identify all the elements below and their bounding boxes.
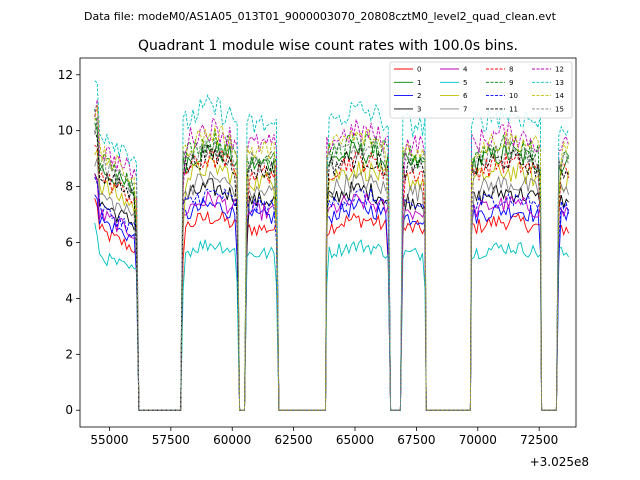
y-tick-label: 0: [65, 403, 73, 417]
x-tick-label: 70000: [459, 433, 497, 447]
legend-label-15: 15: [555, 105, 564, 113]
x-tick-label: 55000: [90, 433, 128, 447]
series-line-10: [94, 176, 570, 411]
legend-label-9: 9: [509, 79, 513, 87]
series-line-11: [94, 130, 569, 411]
y-tick-label: 6: [65, 236, 73, 250]
series-line-4: [94, 173, 569, 411]
legend-label-6: 6: [463, 92, 468, 100]
y-tick-label: 4: [65, 291, 73, 305]
legend-label-11: 11: [509, 105, 518, 113]
x-tick-label: 65000: [336, 433, 374, 447]
series-line-8: [94, 144, 570, 411]
x-tick-label: 62500: [275, 433, 313, 447]
series-line-12: [94, 99, 570, 411]
legend-label-3: 3: [417, 105, 421, 113]
legend-label-12: 12: [555, 66, 564, 74]
legend-label-8: 8: [509, 66, 513, 74]
y-tick-label: 8: [65, 180, 73, 194]
legend-label-0: 0: [417, 66, 421, 74]
series-line-7: [94, 157, 570, 411]
legend-label-7: 7: [463, 105, 467, 113]
x-offset-label: +3.025e8: [530, 455, 589, 469]
legend-box: [389, 61, 573, 119]
legend-label-4: 4: [463, 66, 468, 74]
axes: 55000 57500 60000 62500 65000 67500 70000 72500…: [58, 57, 577, 447]
series-line-2: [94, 194, 570, 411]
series-line-14: [94, 104, 570, 411]
series-line-9: [94, 108, 570, 411]
y-tick-label: 10: [58, 124, 73, 138]
series-line-3: [94, 173, 569, 411]
series-line-5: [94, 222, 569, 411]
plot-area: [94, 80, 570, 411]
legend-label-14: 14: [555, 92, 564, 100]
x-tick-label: 60000: [213, 433, 251, 447]
chart-title: Quadrant 1 module wise count rates with …: [138, 38, 518, 54]
legend-label-13: 13: [555, 79, 564, 87]
y-tick-label: 2: [65, 347, 73, 361]
series-line-15: [94, 116, 570, 411]
x-tick-label: 72500: [520, 433, 558, 447]
legend-label-10: 10: [509, 92, 518, 100]
series-line-6: [94, 147, 570, 411]
legend-label-1: 1: [417, 79, 421, 87]
x-tick-label: 57500: [152, 433, 190, 447]
legend-label-2: 2: [417, 92, 421, 100]
legend-label-5: 5: [463, 79, 467, 87]
series-line-0: [94, 198, 570, 411]
y-tick-label: 12: [58, 68, 73, 82]
x-tick-label: 67500: [397, 433, 435, 447]
suptitle: Data file: modeM0/AS1A05_013T01_90000030…: [84, 10, 557, 23]
